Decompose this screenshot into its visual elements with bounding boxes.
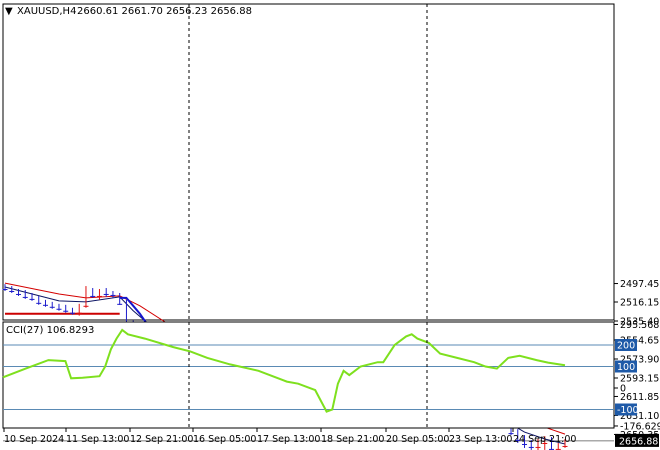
candle-body (83, 305, 89, 307)
candle-body (110, 294, 116, 296)
time-axis-label: 23 Sep 13:00 (449, 434, 512, 445)
candle-body (555, 448, 561, 450)
price-axis-label: 2631.10 (620, 411, 659, 422)
ohlc-readout: 2660.61 2661.70 2656.23 2656.88 (77, 6, 252, 17)
cci-level-tag-label: 200 (617, 341, 635, 352)
time-axis-label: 10 Sep 2024 (4, 434, 64, 445)
cci-level-tag (615, 360, 637, 373)
time-axis-label: 24 Sep 21:00 (513, 434, 576, 445)
cci-axis-label: 295.5685 (620, 320, 660, 331)
price-axis-label: 2516.15 (620, 298, 659, 309)
candle-body (535, 446, 541, 448)
candle-body (549, 448, 555, 450)
price-axis-label: 2573.90 (620, 355, 659, 366)
candle-body (15, 293, 21, 295)
candle-body (522, 443, 528, 445)
cci-level-tag (615, 403, 637, 416)
candle-body (76, 312, 82, 314)
candle-body (508, 433, 514, 435)
price-axis-label: 2669.60 (620, 449, 659, 450)
cci-panel[interactable] (2, 321, 615, 429)
cci-level-tag-label: 100 (617, 362, 635, 373)
candle-body (69, 312, 75, 314)
main-price-panel[interactable] (2, 3, 615, 450)
chart-menu-triangle-icon[interactable]: ▼ (5, 6, 13, 17)
time-axis-label: 16 Sep 05:00 (193, 434, 256, 445)
price-axis-label: 2535.40 (620, 317, 659, 328)
time-axis-label: 12 Sep 21:00 (130, 434, 193, 445)
candle-body (49, 306, 55, 308)
cci-level-tag (615, 339, 637, 351)
candle-body (42, 304, 48, 306)
candle-body (528, 446, 534, 448)
candle-body (90, 295, 96, 297)
candle-body (56, 308, 62, 310)
current-price-tag-label: 2656.88 (619, 436, 658, 447)
candle-body (9, 290, 15, 292)
cci-axis-label: 0 (620, 384, 626, 395)
candle-body (96, 295, 102, 297)
cci-axis-label: -176.629 (620, 421, 660, 432)
candle-body (103, 293, 109, 295)
symbol-label: XAUUSD,H4 (17, 6, 76, 17)
candle-body (29, 298, 35, 300)
time-axis-label: 11 Sep 13:00 (66, 434, 129, 445)
current-price-tag (615, 433, 659, 447)
price-axis-label: 2497.45 (620, 279, 659, 290)
time-axis-label: 20 Sep 05:00 (386, 434, 449, 445)
candle-body (36, 302, 42, 304)
cci-label: CCI(27) 106.8293 (6, 325, 94, 336)
price-axis-label: 2554.65 (620, 336, 659, 347)
time-axis-label: 17 Sep 13:00 (257, 434, 320, 445)
candle-body (117, 303, 123, 305)
candle-body (63, 310, 69, 312)
candle-body (562, 445, 568, 447)
candle-body (515, 440, 521, 442)
price-axis-label: 2593.15 (620, 374, 659, 385)
candle-body (542, 442, 548, 444)
price-panel-frame (2, 3, 615, 321)
price-axis-label: 2611.85 (620, 392, 659, 403)
time-axis-label: 18 Sep 21:00 (321, 434, 384, 445)
candle-body (2, 289, 8, 291)
cci-level-tag-label: -100 (617, 405, 639, 416)
cci-line (2, 328, 566, 413)
axes-layer: 2669.602650.352631.102611.852593.152573.… (3, 4, 660, 450)
cci-panel-frame (2, 321, 615, 429)
candle-body (22, 296, 28, 298)
